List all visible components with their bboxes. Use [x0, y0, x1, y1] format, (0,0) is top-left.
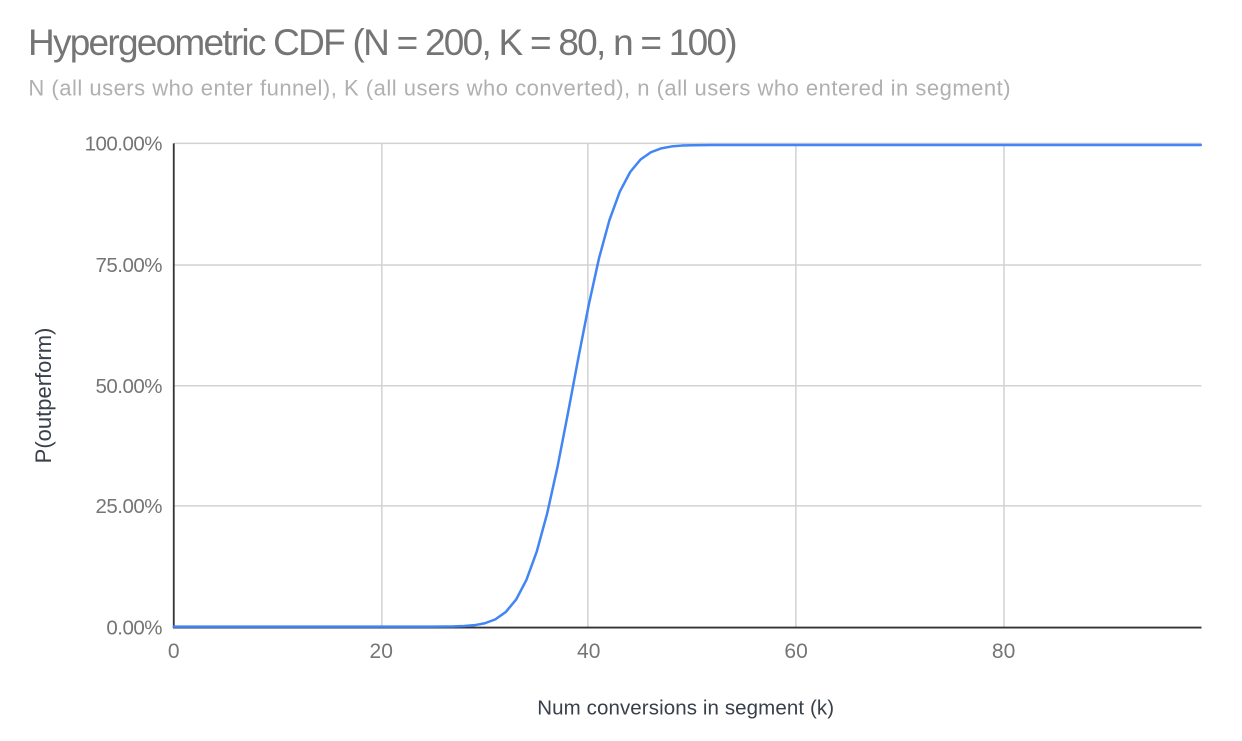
svg-text:40: 40	[577, 640, 600, 663]
svg-text:100.00%: 100.00%	[85, 132, 163, 155]
svg-text:Num conversions in segment (k): Num conversions in segment (k)	[537, 696, 834, 719]
svg-text:75.00%: 75.00%	[95, 254, 162, 277]
svg-text:0.00%: 0.00%	[106, 616, 162, 639]
svg-text:20: 20	[370, 640, 393, 663]
svg-text:N (all users who enter funnel): N (all users who enter funnel), K (all u…	[28, 75, 1011, 100]
svg-text:0: 0	[168, 640, 180, 663]
svg-text:25.00%: 25.00%	[95, 495, 162, 518]
svg-text:Hypergeometric CDF (N = 200, K: Hypergeometric CDF (N = 200, K = 80, n =…	[28, 22, 736, 63]
svg-text:80: 80	[992, 640, 1015, 663]
svg-text:60: 60	[784, 640, 807, 663]
svg-text:50.00%: 50.00%	[95, 375, 162, 398]
svg-text:P(outperform): P(outperform)	[31, 328, 56, 464]
